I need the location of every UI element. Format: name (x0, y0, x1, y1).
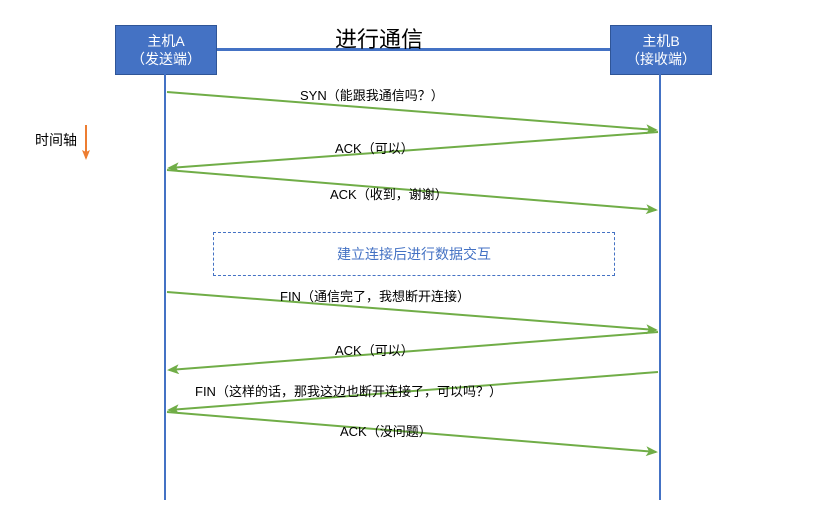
message-label: ACK（收到，谢谢） (330, 184, 448, 203)
diagram-canvas: 主机A （发送端） 主机B （接收端） 进行通信 时间轴 建立连接后进行数据交互… (0, 0, 815, 507)
data-exchange-box: 建立连接后进行数据交互 (213, 232, 615, 276)
message-label: SYN（能跟我通信吗？） (300, 85, 444, 104)
data-exchange-text: 建立连接后进行数据交互 (337, 244, 491, 264)
host-a-box: 主机A （发送端） (115, 25, 217, 75)
message-label: ACK（可以） (335, 340, 414, 359)
message-label: FIN（通信完了，我想断开连接） (280, 286, 470, 305)
message-label: ACK（可以） (335, 138, 414, 157)
host-a-role: （发送端） (116, 50, 216, 68)
timeline-label: 时间轴 (35, 130, 77, 150)
lifeline-b (659, 73, 662, 500)
host-b-box: 主机B （接收端） (610, 25, 712, 75)
message-label: ACK（没问题） (340, 421, 432, 440)
host-b-role: （接收端） (611, 50, 711, 68)
diagram-title: 进行通信 (335, 22, 423, 54)
host-a-name: 主机A (116, 32, 216, 50)
message-label: FIN（这样的话，那我这边也断开连接了，可以吗？） (195, 381, 502, 400)
lifeline-a (164, 73, 167, 500)
host-b-name: 主机B (611, 32, 711, 50)
